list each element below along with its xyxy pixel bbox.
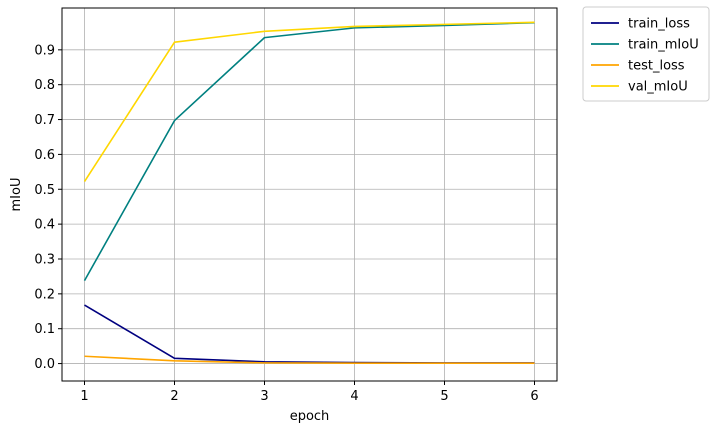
x-tick-label: 6	[530, 389, 538, 404]
x-tick-label: 1	[80, 389, 88, 404]
y-tick-label: 0.4	[34, 218, 55, 233]
series-line-train_mIoU	[83, 21, 535, 281]
grid	[62, 8, 557, 381]
legend: train_loss train_mIoU test_loss val_mIoU	[582, 6, 710, 102]
y-tick-label: 0.3	[34, 252, 55, 267]
legend-box	[582, 6, 710, 102]
y-tick-label: 0.2	[34, 287, 55, 302]
x-axis-label: epoch	[290, 409, 330, 424]
y-tick-label: 0.7	[34, 113, 55, 128]
series-lines	[83, 21, 535, 365]
x-tick-label: 5	[440, 389, 448, 404]
legend-label: train_loss	[628, 17, 690, 32]
y-axis-label: mIoU	[9, 178, 24, 212]
series-line-test_loss	[84, 355, 535, 365]
series-line-val_mIoU	[83, 21, 535, 183]
x-tick-label: 2	[170, 389, 178, 404]
axis-ticks: 1 2 3 4 5 6 0.0 0.1 0.2 0.3 0.4 0.5 0.6 0.7 0.8 0.9	[34, 43, 538, 404]
y-tick-label: 0.0	[34, 357, 55, 372]
y-tick-label: 0.8	[34, 78, 55, 93]
series-line-train_loss	[84, 304, 535, 364]
y-tick-label: 0.1	[34, 322, 55, 337]
legend-label: train_mIoU	[628, 38, 699, 53]
y-tick-label: 0.9	[34, 43, 55, 58]
legend-label: test_loss	[628, 59, 685, 74]
legend-label: val_mIoU	[628, 80, 688, 95]
x-tick-label: 4	[350, 389, 358, 404]
y-tick-label: 0.5	[34, 183, 55, 198]
y-tick-label: 0.6	[34, 148, 55, 163]
plot-frame	[61, 7, 558, 382]
x-tick-label: 3	[260, 389, 268, 404]
